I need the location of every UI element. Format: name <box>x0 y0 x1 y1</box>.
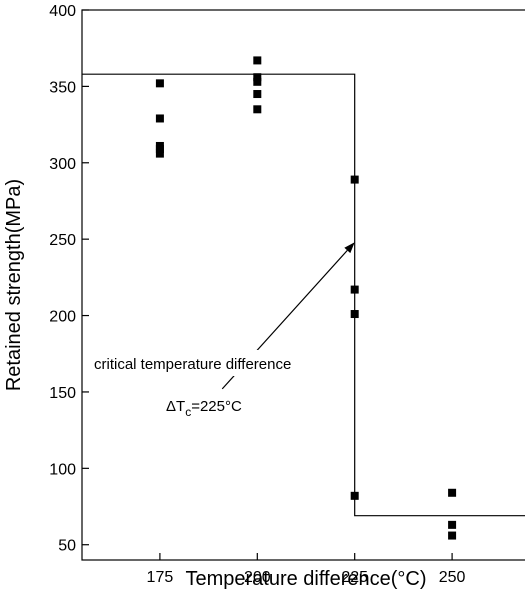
y-tick-label: 100 <box>49 461 76 478</box>
delta-subscript: c <box>185 405 191 419</box>
data-points <box>155 56 457 540</box>
data-point <box>448 531 457 540</box>
y-tick-label: 200 <box>49 309 76 326</box>
data-point <box>155 149 164 158</box>
data-point <box>155 145 164 154</box>
data-point <box>448 520 457 529</box>
plot-frame <box>81 9 525 561</box>
x-tick-label: 200 <box>244 569 271 586</box>
y-tick-label: 350 <box>49 79 76 96</box>
x-tick-label: 175 <box>147 569 174 586</box>
annotation-critical-temperature: critical temperature difference <box>94 356 291 373</box>
data-point <box>253 73 262 82</box>
y-axis-title: Retained strength(MPa) <box>3 179 25 391</box>
data-point <box>253 56 262 65</box>
x-tick-label: 225 <box>341 569 368 586</box>
y-tick-label: 300 <box>49 156 76 173</box>
critical-strength-step-line <box>82 73 525 517</box>
data-point <box>350 285 359 294</box>
x-tick-label: 250 <box>439 569 466 586</box>
y-tick-label: 150 <box>49 385 76 402</box>
annotation-delta-tc: ΔTc=225°C <box>166 398 242 419</box>
data-point <box>155 114 164 123</box>
y-tick-label: 400 <box>49 3 76 20</box>
data-point <box>253 105 262 114</box>
data-point <box>448 488 457 497</box>
x-axis-title: Temperature difference(°C) <box>185 568 426 590</box>
data-point <box>350 491 359 500</box>
data-point <box>350 310 359 319</box>
y-tick-label: 250 <box>49 232 76 249</box>
delta-suffix: =225°C <box>191 398 242 415</box>
y-axis: 50 100 150 200 250 300 350 400 <box>49 3 89 555</box>
data-point <box>155 79 164 88</box>
y-tick-label: 50 <box>58 538 76 555</box>
annotation-background <box>92 350 352 376</box>
data-point <box>350 175 359 184</box>
data-point <box>253 77 262 86</box>
data-point <box>253 90 262 99</box>
annotation-arrow-head <box>344 242 355 254</box>
x-axis: 175 200 225 250 <box>147 553 466 586</box>
delta-prefix: ΔT <box>166 398 185 415</box>
